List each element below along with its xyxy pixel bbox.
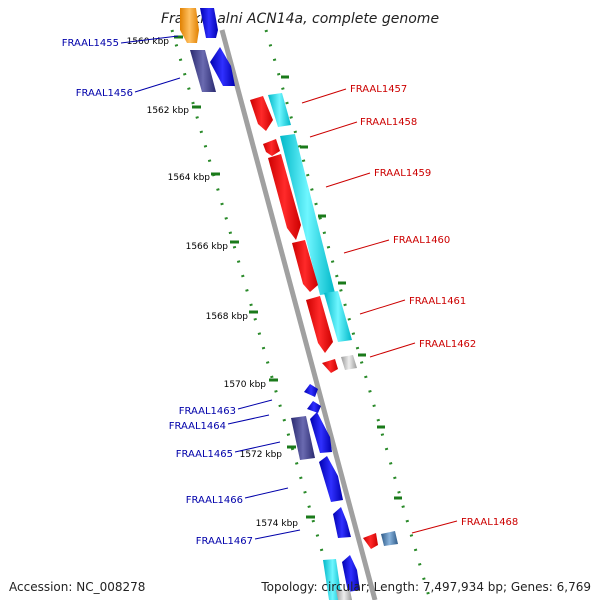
gene-arrow-fraal1455-b[interactable] bbox=[200, 8, 218, 38]
gene-arrow-fraal1462-b[interactable] bbox=[341, 355, 357, 370]
tick-label: 1572 kbp bbox=[240, 450, 283, 460]
tick-label: 1574 kbp bbox=[256, 519, 299, 529]
gene-arrow-fraal1463[interactable] bbox=[304, 384, 318, 397]
gene-arrow-fraal1464[interactable] bbox=[307, 401, 321, 413]
gene-label[interactable]: FRAAL1465 bbox=[176, 449, 233, 460]
leader-line bbox=[343, 239, 390, 254]
gene-arrow-fraal1455[interactable] bbox=[180, 8, 199, 43]
gene-label[interactable]: FRAAL1458 bbox=[360, 117, 417, 128]
leader-line bbox=[325, 172, 371, 188]
gene-label[interactable]: FRAAL1461 bbox=[409, 296, 466, 307]
gene-arrow-fraal1465-b[interactable] bbox=[310, 412, 332, 453]
tick-label: 1562 kbp bbox=[147, 106, 190, 116]
leader-line bbox=[309, 121, 358, 138]
gene-arrow-fraal1456-b[interactable] bbox=[210, 47, 235, 86]
leader-line bbox=[120, 35, 179, 44]
gene-label[interactable]: FRAAL1456 bbox=[76, 88, 133, 99]
gene-label[interactable]: FRAAL1459 bbox=[374, 168, 431, 179]
gene-label[interactable]: FRAAL1464 bbox=[169, 421, 226, 432]
leader-line bbox=[411, 520, 458, 534]
gene-arrow-lower-b[interactable] bbox=[342, 555, 360, 592]
gene-label[interactable]: FRAAL1457 bbox=[350, 84, 407, 95]
leader-line bbox=[227, 414, 270, 425]
leader-line bbox=[234, 441, 281, 453]
gene-label[interactable]: FRAAL1468 bbox=[461, 517, 518, 528]
gene-arrow-fraal1456[interactable] bbox=[190, 50, 216, 92]
gene-label[interactable]: FRAAL1467 bbox=[196, 536, 253, 547]
leader-line bbox=[244, 487, 289, 499]
leader-line bbox=[254, 529, 301, 540]
genome-summary-text: Topology: circular; Length: 7,497,934 bp… bbox=[261, 580, 591, 594]
gene-arrow-fraal1461-b[interactable] bbox=[324, 291, 352, 342]
tick-label: 1570 kbp bbox=[224, 380, 267, 390]
gene-arrow-fraal1457[interactable] bbox=[250, 96, 273, 131]
gene-arrow-fraal1468[interactable] bbox=[363, 533, 378, 549]
gene-arrow-fraal1458[interactable] bbox=[263, 139, 280, 156]
gene-arrow-fraal1462[interactable] bbox=[322, 359, 338, 373]
leader-line bbox=[369, 342, 416, 358]
gene-label[interactable]: FRAAL1466 bbox=[186, 495, 243, 506]
gene-arrow-fraal1460[interactable] bbox=[292, 240, 318, 292]
accession-text: Accession: NC_008278 bbox=[9, 580, 146, 594]
gene-arrow-lower-c[interactable] bbox=[336, 590, 352, 600]
gene-label[interactable]: FRAAL1463 bbox=[179, 406, 236, 417]
gene-arrow-fraal1468-b[interactable] bbox=[381, 531, 398, 546]
gene-label[interactable]: FRAAL1455 bbox=[62, 38, 119, 49]
tick-label: 1566 kbp bbox=[186, 242, 229, 252]
gene-labels-right: FRAAL1457 FRAAL1458 FRAAL1459 FRAAL1460 … bbox=[350, 84, 518, 528]
gene-features bbox=[180, 8, 398, 600]
genome-backbone bbox=[219, 29, 378, 600]
gene-label[interactable]: FRAAL1460 bbox=[393, 235, 450, 246]
gene-labels-left: FRAAL1455 FRAAL1456 FRAAL1463 FRAAL1464 … bbox=[62, 38, 253, 547]
leader-line bbox=[359, 299, 406, 315]
tick-label: 1568 kbp bbox=[206, 312, 249, 322]
gene-arrow-fraal1465[interactable] bbox=[291, 416, 315, 460]
scale-ticks: 1560 kbp 1562 kbp 1564 kbp 1566 kbp 1568… bbox=[127, 35, 402, 529]
leader-line bbox=[134, 77, 181, 93]
map-title: Frankia alni ACN14a, complete genome bbox=[161, 11, 439, 27]
leader-line bbox=[237, 399, 273, 410]
leader-lines bbox=[120, 35, 458, 540]
gene-arrow-fraal1457-b[interactable] bbox=[268, 93, 291, 127]
leader-line bbox=[301, 88, 347, 104]
tick-label: 1564 kbp bbox=[168, 173, 211, 183]
gene-arrow-lower[interactable] bbox=[323, 559, 342, 600]
right-dotted-guide bbox=[264, 29, 432, 600]
tick-label: 1560 kbp bbox=[127, 37, 170, 47]
gene-arrow-fraal1458-b[interactable] bbox=[280, 134, 335, 295]
gene-arrow-fraal1461[interactable] bbox=[306, 296, 333, 353]
gene-arrow-fraal1459[interactable] bbox=[268, 154, 301, 240]
gene-arrow-fraal1466[interactable] bbox=[319, 456, 343, 502]
gene-arrow-fraal1467[interactable] bbox=[333, 507, 351, 538]
gene-label[interactable]: FRAAL1462 bbox=[419, 339, 476, 350]
